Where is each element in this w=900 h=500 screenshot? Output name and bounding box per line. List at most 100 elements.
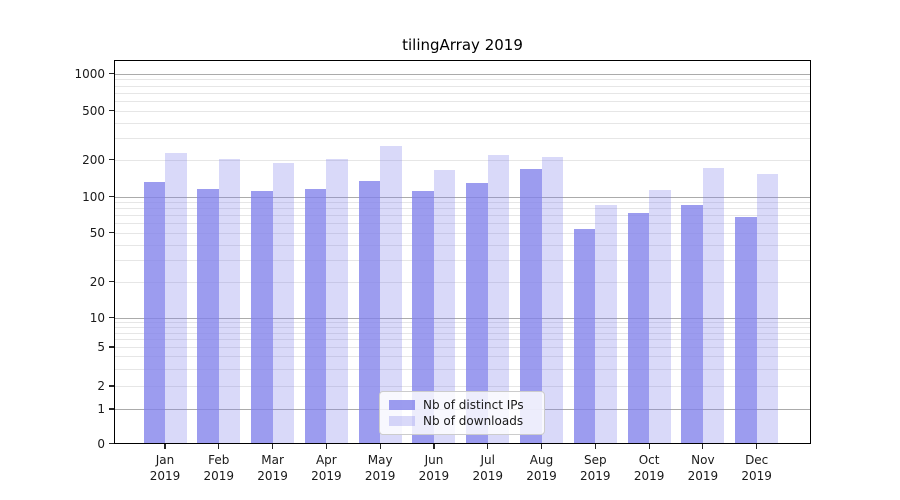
x-tick-label-oct: Oct 2019	[622, 452, 676, 484]
x-tick-month: Apr	[315, 453, 337, 467]
gridline-major-1000	[114, 73, 811, 75]
bar-downloads-jul	[487, 154, 510, 444]
x-tick-mark-may	[379, 444, 381, 449]
bar-distinct-ips-jun	[412, 191, 434, 444]
gridline-minor-80	[114, 208, 811, 210]
x-tick-year: 2019	[741, 469, 772, 483]
chart-title: tilingArray 2019	[402, 36, 523, 54]
x-tick-month: Aug	[529, 453, 554, 467]
x-tick-label-nov: Nov 2019	[676, 452, 730, 484]
bar-distinct-ips-dec	[735, 217, 757, 444]
legend: Nb of distinct IPs Nb of downloads	[379, 391, 545, 435]
x-tick-year: 2019	[418, 469, 450, 483]
x-tick-label-jan: Jan 2019	[138, 452, 192, 484]
y-tick-label-10: 10	[89, 310, 105, 325]
bar-distinct-ips-nov	[681, 205, 703, 444]
x-tick-label-mar: Mar 2019	[246, 452, 300, 484]
x-tick-mark-feb	[218, 444, 220, 449]
legend-item-downloads: Nb of downloads	[389, 413, 535, 429]
bar-downloads-jun	[433, 170, 456, 444]
y-tick-label-500: 500	[82, 103, 105, 118]
y-tick-mark-1000	[109, 72, 114, 75]
y-tick-label-200: 200	[82, 152, 105, 167]
x-tick-year: 2019	[203, 469, 235, 483]
x-tick-label-feb: Feb 2019	[192, 452, 246, 484]
x-tick-year: 2019	[580, 469, 611, 483]
x-tick-year: 2019	[257, 469, 288, 483]
bar-distinct-ips-sep	[573, 228, 596, 444]
gridline-minor-2	[114, 386, 811, 387]
bar-downloads-sep	[595, 205, 617, 444]
gridline-minor-500	[114, 110, 811, 112]
y-tick-mark-2	[109, 385, 114, 387]
gridline-minor-50	[114, 232, 811, 234]
gridline-minor-300	[114, 137, 811, 139]
y-tick-label-1: 1	[97, 402, 105, 416]
x-tick-year: 2019	[364, 469, 396, 483]
y-tick-label-5: 5	[97, 340, 105, 354]
bar-downloads-aug	[541, 156, 564, 444]
x-tick-label-jul: Jul 2019	[461, 452, 515, 484]
bar-distinct-ips-jul	[466, 183, 488, 444]
gridline-minor-7	[114, 332, 811, 334]
x-tick-month: May	[367, 453, 393, 467]
gridline-minor-4	[114, 356, 811, 358]
legend-label-distinct-ips: Nb of distinct IPs	[423, 398, 524, 412]
x-tick-mark-jul	[487, 444, 489, 449]
y-tick-mark-5	[109, 346, 114, 348]
y-tick-label-50: 50	[89, 225, 105, 240]
bar-distinct-ips-oct	[627, 213, 650, 444]
x-tick-mark-jun	[433, 444, 435, 449]
y-tick-label-0: 0	[97, 436, 105, 451]
gridline-major-100	[114, 196, 811, 198]
x-tick-mark-mar	[271, 444, 274, 449]
gridline-minor-90	[114, 202, 811, 204]
legend-item-distinct-ips: Nb of distinct IPs	[389, 397, 535, 413]
y-tick-label-20: 20	[89, 274, 105, 289]
legend-swatch-downloads	[389, 416, 415, 426]
y-tick-mark-50	[109, 232, 114, 234]
bar-distinct-ips-apr	[304, 188, 327, 444]
gridline-minor-30	[114, 260, 811, 262]
y-tick-label-1000: 1000	[74, 66, 105, 81]
bar-downloads-feb	[218, 159, 241, 444]
x-tick-month: Mar	[261, 453, 284, 467]
x-tick-month: Feb	[208, 453, 230, 467]
x-tick-month: Dec	[745, 453, 769, 467]
gridline-minor-60	[114, 223, 811, 225]
y-tick-mark-200	[109, 158, 114, 161]
gridline-minor-700	[114, 92, 811, 94]
x-tick-mark-sep	[594, 444, 596, 449]
bar-distinct-ips-feb	[197, 189, 219, 444]
legend-swatch-distinct-ips	[389, 400, 415, 410]
x-tick-label-aug: Aug 2019	[515, 452, 569, 484]
gridline-minor-400	[114, 122, 811, 124]
x-tick-label-jun: Jun 2019	[407, 452, 461, 484]
x-tick-year: 2019	[149, 469, 181, 483]
plot-area	[114, 60, 811, 444]
gridline-minor-800	[114, 85, 811, 87]
bar-distinct-ips-mar	[251, 190, 273, 444]
x-tick-year: 2019	[472, 469, 503, 483]
bar-distinct-ips-may	[358, 180, 381, 444]
bar-downloads-mar	[272, 163, 295, 444]
x-tick-mark-nov	[702, 444, 704, 449]
x-tick-year: 2019	[526, 469, 557, 483]
gridline-minor-40	[114, 244, 811, 246]
y-tick-mark-20	[109, 281, 114, 283]
bar-downloads-may	[380, 146, 402, 444]
gridline-minor-3	[114, 368, 811, 370]
x-tick-mark-aug	[540, 444, 543, 449]
y-tick-label-100: 100	[82, 189, 105, 204]
gridline-minor-6	[114, 339, 811, 341]
bar-downloads-dec	[756, 174, 779, 444]
gridline-minor-5	[114, 347, 811, 348]
y-tick-mark-100	[109, 196, 114, 198]
y-tick-mark-500	[109, 110, 114, 112]
y-tick-mark-0	[109, 442, 114, 445]
x-tick-year: 2019	[311, 469, 342, 483]
y-tick-mark-10	[109, 317, 114, 319]
x-tick-year: 2019	[687, 469, 719, 483]
bar-distinct-ips-aug	[520, 168, 542, 444]
